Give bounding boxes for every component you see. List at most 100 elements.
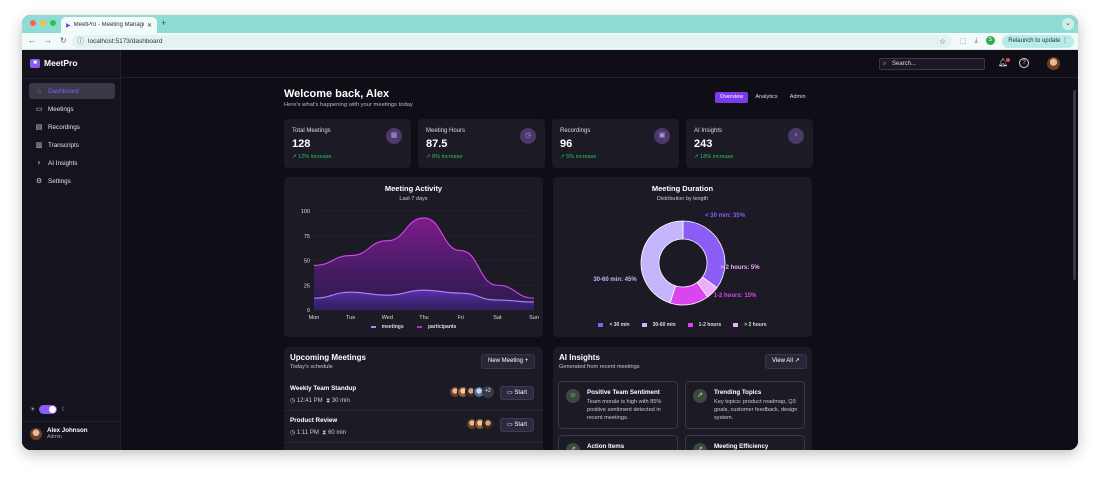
insight-card[interactable]: ↗ Meeting Efficiency — [685, 435, 805, 450]
chevron-down-icon[interactable]: ⌄ — [1062, 18, 1074, 30]
slice-label: 30-60 min: 45% — [593, 277, 637, 283]
sidebar-item-ai-insights[interactable]: ♀ AI Insights — [29, 155, 115, 171]
minimize-window-button[interactable] — [40, 20, 46, 26]
start-meeting-button[interactable]: ▭ Start — [500, 418, 534, 432]
start-meeting-button[interactable]: ▭ Start — [500, 386, 534, 400]
chart-subtitle: Distribution by length — [656, 196, 709, 202]
notification-dot — [1006, 58, 1011, 62]
meeting-row[interactable]: Weekly Team Standup ◷ 12:41 PM ⧗ 30 min … — [284, 379, 542, 411]
legend-item[interactable]: > 2 hours — [730, 322, 769, 328]
back-arrow-icon[interactable]: ← — [28, 36, 36, 45]
scrollbar[interactable] — [1073, 90, 1076, 280]
recording-icon: ▣ — [654, 128, 670, 144]
participant-avatars: +2 — [449, 386, 494, 398]
y-tick-label: 0 — [307, 308, 310, 314]
meeting-title: Weekly Team Standup — [290, 385, 357, 392]
sidebar-item-meetings[interactable]: ▭ Meetings — [29, 101, 115, 117]
insight-title: Action Items — [587, 443, 625, 450]
notification-bell-icon[interactable]: 🔔︎ — [998, 58, 1011, 67]
insight-card[interactable]: ↗ Trending Topics Key topics: product ro… — [685, 381, 805, 429]
profile-avatar[interactable]: S — [985, 36, 995, 45]
download-icon[interactable]: ⤓ — [974, 36, 978, 44]
insight-title: Meeting Efficiency — [714, 443, 769, 450]
legend-item[interactable]: < 30 min — [595, 322, 632, 328]
insight-card[interactable]: ☺ Positive Team Sentiment Team morale is… — [558, 381, 678, 429]
legend-item[interactable]: 1-2 hours — [685, 322, 725, 328]
legend-participants[interactable]: participants — [414, 324, 459, 330]
browser-tab-strip: ▶ MeetPro - Meeting Managem... ✕ + ⌄ — [22, 15, 1078, 33]
stat-change: ↗ 8% increase — [426, 154, 462, 160]
legend-meetings[interactable]: meetings — [368, 324, 407, 330]
maximize-window-button[interactable] — [50, 20, 56, 26]
tab-overview[interactable]: Overview — [715, 92, 749, 103]
area-meetings — [314, 290, 534, 310]
meeting-time: 12:41 PM — [296, 398, 323, 404]
stat-label: AI Insights — [694, 128, 723, 134]
insight-card[interactable]: ↗ Action Items — [558, 435, 678, 450]
sun-icon: ☀ — [30, 407, 36, 413]
sidebar-item-dashboard[interactable]: ⌂ Dashboard — [29, 83, 115, 99]
theme-toggle[interactable] — [39, 405, 58, 414]
stat-card: AI Insights 243 ↗ 18% increase ♀ — [686, 119, 813, 168]
video-icon: ▭ — [506, 422, 513, 428]
smile-icon: ☺ — [566, 389, 580, 403]
meeting-row[interactable]: Product Review ◷ 1:11 PM ⧗ 60 min ▭ Star… — [284, 411, 542, 443]
stat-change-text: 18% increase — [700, 154, 734, 160]
sidebar-item-label: Recordings — [48, 123, 80, 131]
series-line-participants — [313, 217, 535, 299]
sidebar: ■ MeetPro ⌂ Dashboard ▭ Meetings ▤ Recordings… — [22, 50, 121, 450]
close-window-button[interactable] — [30, 20, 36, 26]
sidebar-item-settings[interactable]: ⚙ Settings — [29, 173, 115, 189]
legend-label: > 2 hours — [744, 322, 767, 328]
stat-value: 96 — [560, 138, 573, 150]
new-tab-button[interactable]: + — [161, 18, 167, 28]
relaunch-button[interactable]: Relaunch to update ⋮ — [1002, 35, 1074, 48]
pie-slice--30-min[interactable] — [682, 220, 726, 289]
view-all-button[interactable]: View All ↗ — [765, 354, 807, 369]
extensions-icon[interactable]: ⬚ — [960, 37, 967, 45]
meeting-title: Product Review — [290, 417, 338, 424]
trend-icon: ↗ — [693, 389, 707, 403]
new-meeting-button[interactable]: New Meeting + — [481, 354, 536, 369]
stat-value: 243 — [694, 138, 713, 150]
sidebar-item-transcripts[interactable]: ▥ Transcripts — [29, 137, 115, 153]
address-bar[interactable]: ⓘ localhost:5173/dashboard ☆ — [72, 35, 952, 48]
y-tick-label: 100 — [301, 209, 310, 215]
bookmark-star-icon[interactable]: ☆ — [938, 37, 946, 46]
gear-icon: ⚙ — [35, 178, 43, 185]
header-avatar[interactable] — [1047, 57, 1060, 70]
pie-slice-30-60-min[interactable] — [640, 220, 684, 304]
button-label: Start — [514, 390, 527, 396]
reload-icon[interactable]: ↻ — [60, 36, 67, 45]
legend-swatch — [370, 325, 376, 328]
legend-item[interactable]: 30-60 min — [639, 322, 679, 328]
section-subtitle: Today's schedule — [290, 364, 333, 370]
clock-icon: ◷ — [290, 430, 296, 436]
user-profile[interactable]: Alex Johnson Admin — [30, 427, 88, 440]
search-input[interactable]: ⌕ Search... — [879, 58, 985, 70]
video-icon: ▭ — [35, 106, 43, 113]
sidebar-item-recordings[interactable]: ▤ Recordings — [29, 119, 115, 135]
tab-admin[interactable]: Admin — [789, 94, 806, 100]
stat-change-text: 5% increase — [566, 154, 597, 160]
participant-avatars — [466, 418, 494, 430]
tab-analytics[interactable]: Analytics — [755, 94, 778, 100]
close-tab-icon[interactable]: ✕ — [146, 22, 152, 29]
brand-logo[interactable]: ■ MeetPro — [30, 58, 78, 68]
site-info-icon[interactable]: ⓘ — [77, 38, 84, 45]
legend-label: participants — [428, 324, 457, 330]
user-name: Alex Johnson — [47, 427, 88, 434]
y-tick-label: 25 — [304, 283, 310, 289]
help-icon[interactable]: ? — [1019, 58, 1029, 68]
legend-label: 30-60 min — [652, 322, 676, 328]
stat-label: Recordings — [560, 128, 591, 134]
moon-icon: ☾ — [61, 407, 67, 413]
page-subtitle: Here's what's happening with your meetin… — [284, 102, 413, 108]
forward-arrow-icon[interactable]: → — [44, 36, 52, 45]
chart-legend: meetings participants — [284, 324, 543, 330]
document-icon: ▥ — [35, 142, 43, 149]
avatar — [482, 418, 494, 430]
app-root: ■ MeetPro ⌂ Dashboard ▭ Meetings ▤ Recordings… — [22, 50, 1078, 450]
film-icon: ▤ — [35, 124, 43, 131]
browser-tab[interactable]: ▶ MeetPro - Meeting Managem... ✕ — [61, 17, 157, 33]
